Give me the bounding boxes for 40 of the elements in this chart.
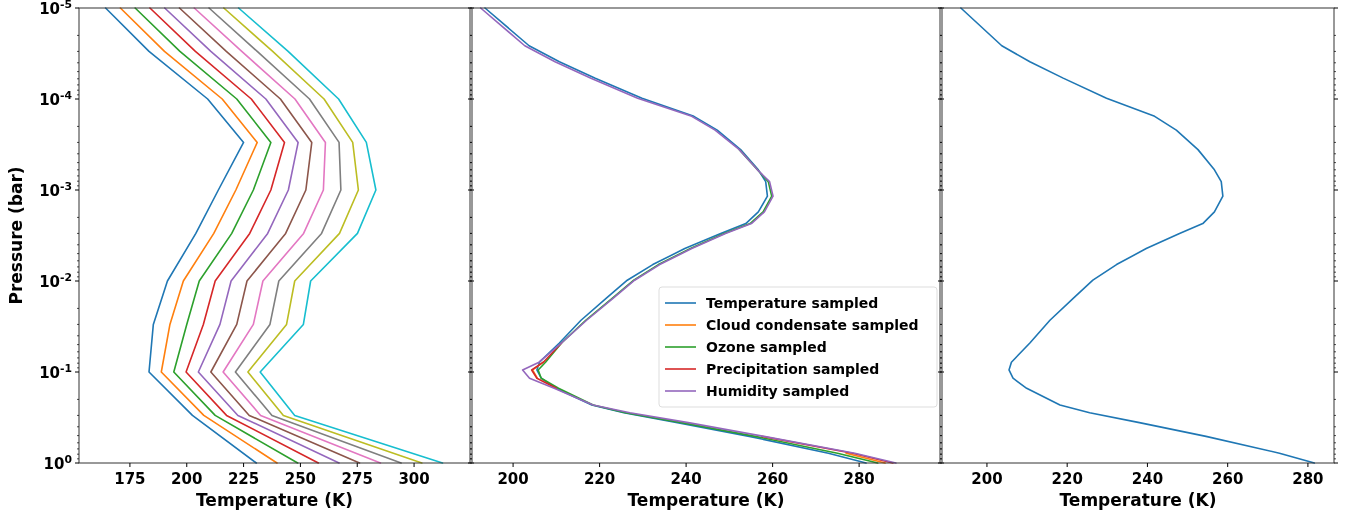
x-tick-label: 280 [843,470,875,488]
x-tick-label: 225 [227,470,260,488]
legend-label: Humidity sampled [706,383,850,399]
x-tick-label: 220 [583,470,616,488]
legend-label: Ozone sampled [706,339,827,355]
x-tick-label: 250 [284,470,317,488]
x-tick-label: 240 [670,470,702,488]
legend-label: Precipitation sampled [706,361,880,377]
legend-label: Temperature sampled [706,295,879,311]
y-tick-label: 10$^{-3}$ [39,179,72,200]
line-series [163,7,340,464]
y-tick-label: 10$^{0}$ [43,452,72,473]
legend-label: Cloud condensate sampled [706,317,919,333]
x-tick-label: 260 [1212,470,1244,488]
y-tick-label: 10$^{-2}$ [39,270,72,291]
x-tick-label: 240 [1131,470,1164,488]
x-tick-label: 275 [341,470,373,488]
line-series [119,7,278,464]
x-tick-label: 200 [971,470,1003,488]
line-series [223,7,423,464]
x-tick-label: 200 [497,470,529,488]
x-axis-title: Temperature (K) [1059,490,1217,510]
x-axis-title: Temperature (K) [196,490,353,510]
x-tick-label: 175 [114,470,146,488]
line-series [193,7,382,464]
line-series [208,7,402,464]
x-tick-label: 200 [171,470,203,488]
line-series [149,7,320,464]
line-series [134,7,299,464]
y-tick-label: 10$^{-5}$ [39,0,72,18]
x-tick-label: 300 [398,470,430,488]
x-axis-title: Temperature (K) [627,490,785,510]
line-series [104,7,258,464]
x-tick-label: 260 [756,470,789,488]
y-tick-label: 10$^{-4}$ [39,88,73,109]
y-axis-title: Pressure (bar) [6,166,26,305]
x-tick-label: 220 [1051,470,1083,488]
x-tick-label: 280 [1292,470,1324,488]
line-series [178,7,361,464]
y-tick-label: 10$^{-1}$ [39,361,72,382]
